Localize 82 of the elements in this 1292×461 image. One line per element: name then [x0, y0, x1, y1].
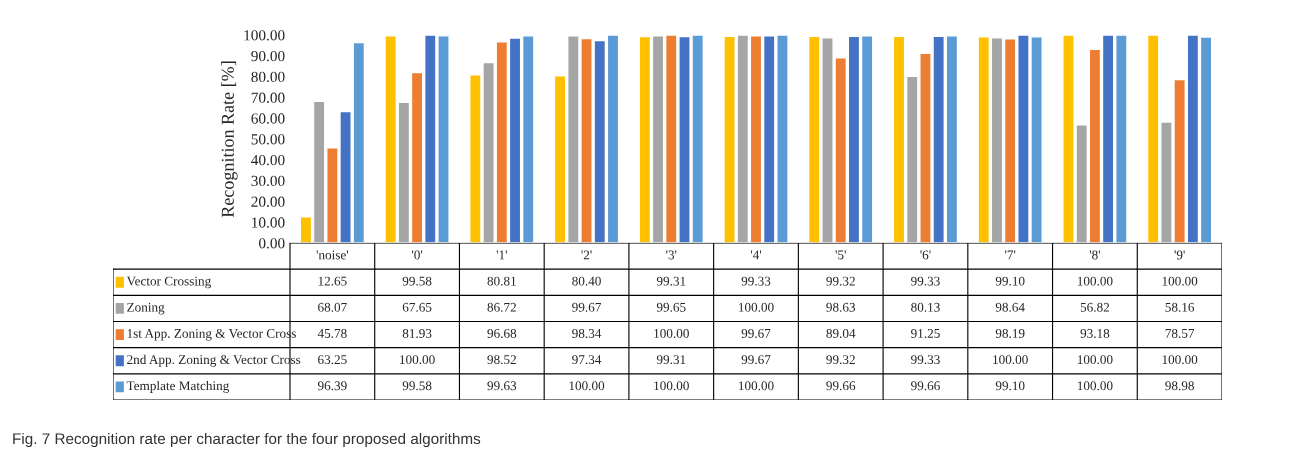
data-label: 99.31: [656, 276, 686, 286]
y-tick-label: 80.00: [251, 71, 285, 83]
data-label: 98.63: [826, 302, 856, 312]
data-label: 99.66: [826, 381, 856, 391]
data-label: 80.13: [911, 302, 940, 312]
y-tick-label: 30.00: [251, 175, 285, 187]
data-label: 80.81: [487, 276, 516, 286]
data-label: 99.58: [402, 381, 432, 391]
y-tick-label: 50.00: [251, 134, 285, 145]
data-label: 100.00: [569, 381, 605, 391]
data-label: 99.33: [911, 276, 940, 286]
data-label: 99.10: [995, 381, 1025, 391]
data-label: 99.31: [656, 355, 686, 365]
data-label: 99.67: [741, 355, 771, 365]
data-label: 100.00: [1162, 276, 1198, 286]
y-tick-label: 60.00: [251, 113, 285, 124]
x-tick-label: '0': [411, 250, 423, 260]
y-tick-label: 70.00: [251, 92, 285, 103]
x-tick-label: '8': [1089, 250, 1101, 260]
data-label: 86.72: [487, 302, 516, 312]
y-tick-label: 40.00: [251, 154, 285, 166]
data-label: 100.00: [993, 355, 1028, 365]
y-tick-label: 0.00: [258, 238, 285, 249]
data-label: 68.07: [318, 302, 347, 312]
data-label: 12.65: [318, 276, 347, 286]
data-label: 98.52: [487, 355, 516, 365]
data-label: 99.32: [826, 355, 855, 365]
data-label: 99.67: [741, 329, 771, 338]
x-tick-label: '3': [666, 250, 677, 260]
x-tick-label: '1': [496, 250, 507, 260]
data-label: 99.67: [572, 302, 602, 312]
data-label: 63.25: [318, 355, 347, 365]
data-label: 91.25: [911, 329, 940, 338]
data-label: 98.19: [995, 328, 1025, 338]
data-label: 99.63: [487, 381, 517, 391]
data-label: 100.00: [1077, 276, 1113, 286]
data-label: 100.00: [739, 381, 774, 391]
data-label: 81.93: [402, 328, 432, 338]
data-label: 56.82: [1080, 302, 1110, 312]
data-label: 100.00: [654, 328, 689, 338]
legend-label: Template Matching: [126, 380, 230, 393]
x-tick-label: '6': [920, 250, 931, 260]
y-tick-label: 100.00: [244, 30, 285, 41]
data-label: 100.00: [739, 302, 774, 312]
x-tick-label: '9': [1174, 250, 1185, 260]
y-tick-label: 20.00: [251, 196, 285, 207]
data-label: 99.33: [911, 355, 940, 365]
data-label: 58.16: [1165, 302, 1195, 312]
legend-label: Vector Crossing: [126, 276, 211, 289]
data-label: 78.57: [1165, 328, 1195, 338]
data-label: 96.39: [317, 381, 347, 391]
data-label: 80.40: [572, 276, 601, 286]
data-label: 89.04: [826, 328, 856, 338]
y-tick-label: 90.00: [251, 50, 285, 62]
x-tick-label: '4': [750, 250, 762, 260]
data-label: 97.34: [572, 355, 602, 365]
data-label: 67.65: [402, 302, 432, 312]
data-label: 98.98: [1165, 381, 1194, 391]
data-label: 98.34: [572, 328, 602, 338]
data-label: 100.00: [1162, 355, 1198, 365]
data-label: 100.00: [1077, 381, 1113, 391]
data-label: 100.00: [1077, 355, 1113, 365]
data-label: 100.00: [400, 355, 435, 365]
data-label: 99.58: [402, 276, 432, 286]
x-tick-label: '5': [835, 250, 846, 260]
data-label: 100.00: [654, 381, 689, 391]
data-label: 98.64: [995, 302, 1025, 312]
data-label: 93.18: [1080, 328, 1110, 338]
x-tick-label: '2': [581, 250, 592, 260]
y-tick-label: 10.00: [252, 217, 285, 228]
x-tick-label: '7': [1005, 250, 1016, 260]
data-label: 99.32: [826, 276, 855, 286]
data-label: 99.66: [911, 381, 940, 391]
legend-label: Zoning: [127, 302, 165, 315]
y-axis-title: Recognition Rate [%]: [221, 61, 238, 218]
data-label: 99.33: [741, 276, 771, 286]
data-label: 45.78: [317, 328, 347, 338]
data-label: 96.68: [487, 328, 517, 338]
data-label: 99.10: [995, 276, 1025, 286]
caption: Fig. 7 Recognition rate per character for the four proposed algorithms: [13, 432, 481, 448]
x-tick-label: 'noise': [316, 250, 349, 260]
data-label: 99.65: [656, 302, 686, 312]
